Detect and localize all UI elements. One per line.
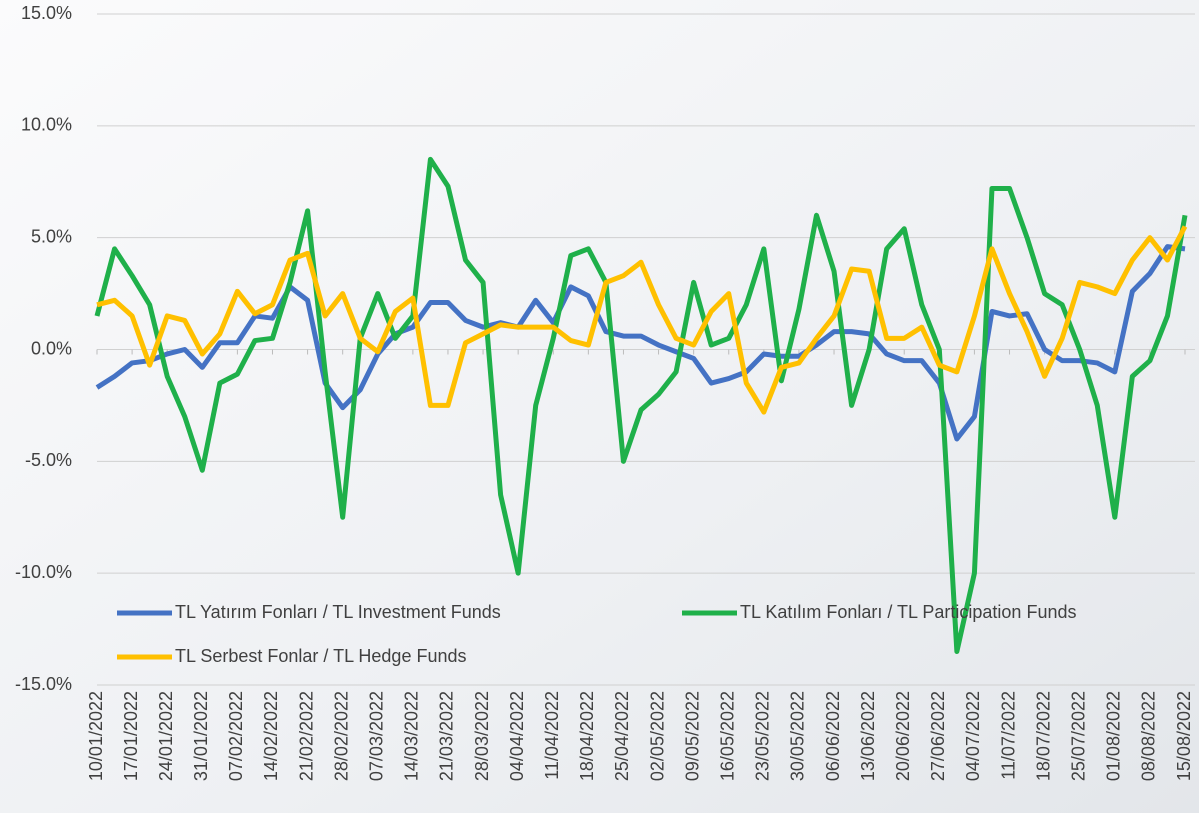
x-tick-label: 11/07/2022: [998, 691, 1018, 780]
x-tick-label: 28/03/2022: [472, 691, 492, 781]
x-tick-label: 21/03/2022: [437, 691, 457, 781]
x-tick-label: 07/02/2022: [226, 691, 246, 781]
y-tick-label: 15.0%: [21, 3, 72, 23]
x-tick-label: 21/02/2022: [296, 691, 316, 781]
y-tick-label: -5.0%: [25, 450, 72, 470]
x-tick-label: 25/04/2022: [612, 691, 632, 781]
x-tick-label: 18/07/2022: [1033, 691, 1053, 781]
legend-label: TL Yatırım Fonları / TL Investment Funds: [175, 602, 501, 622]
x-tick-label: 11/04/2022: [542, 691, 562, 780]
x-tick-label: 14/03/2022: [402, 691, 422, 781]
x-tick-label: 02/05/2022: [647, 691, 667, 781]
series-line: [96, 225, 1188, 415]
y-tick-label: -15.0%: [15, 674, 72, 694]
y-tick-label: 0.0%: [31, 338, 72, 358]
x-tick-label: 04/07/2022: [963, 691, 983, 781]
x-tick-label: 31/01/2022: [191, 691, 211, 781]
x-tick-label: 15/08/2022: [1174, 691, 1194, 781]
y-tick-label: 10.0%: [21, 115, 72, 135]
x-tick-label: 04/04/2022: [507, 691, 527, 781]
x-tick-label: 24/01/2022: [156, 691, 176, 781]
x-tick-label: 07/03/2022: [367, 691, 387, 781]
series-line: [95, 244, 1186, 442]
y-tick-label: -10.0%: [15, 562, 72, 582]
x-tick-label: 10/01/2022: [86, 691, 106, 781]
legend-label: TL Katılım Fonları / TL Participation Fu…: [740, 602, 1076, 622]
x-tick-label: 13/06/2022: [858, 691, 878, 781]
x-tick-label: 27/06/2022: [928, 691, 948, 781]
x-tick-label: 16/05/2022: [717, 691, 737, 781]
x-tick-label: 28/02/2022: [331, 691, 351, 781]
legend-label: TL Serbest Fonlar / TL Hedge Funds: [175, 646, 466, 666]
x-tick-label: 01/08/2022: [1104, 691, 1124, 781]
x-tick-label: 06/06/2022: [823, 691, 843, 781]
x-tick-label: 09/05/2022: [682, 691, 702, 781]
x-tick-label: 23/05/2022: [753, 691, 773, 781]
x-tick-label: 08/08/2022: [1139, 691, 1159, 781]
x-tick-label: 20/06/2022: [893, 691, 913, 781]
x-tick-label: 25/07/2022: [1068, 691, 1088, 781]
x-tick-label: 18/04/2022: [577, 691, 597, 781]
x-tick-label: 17/01/2022: [121, 691, 141, 781]
series-line: [94, 156, 1188, 654]
x-tick-label: 14/02/2022: [261, 691, 281, 781]
y-tick-label: 5.0%: [31, 226, 72, 246]
x-tick-label: 30/05/2022: [788, 691, 808, 781]
